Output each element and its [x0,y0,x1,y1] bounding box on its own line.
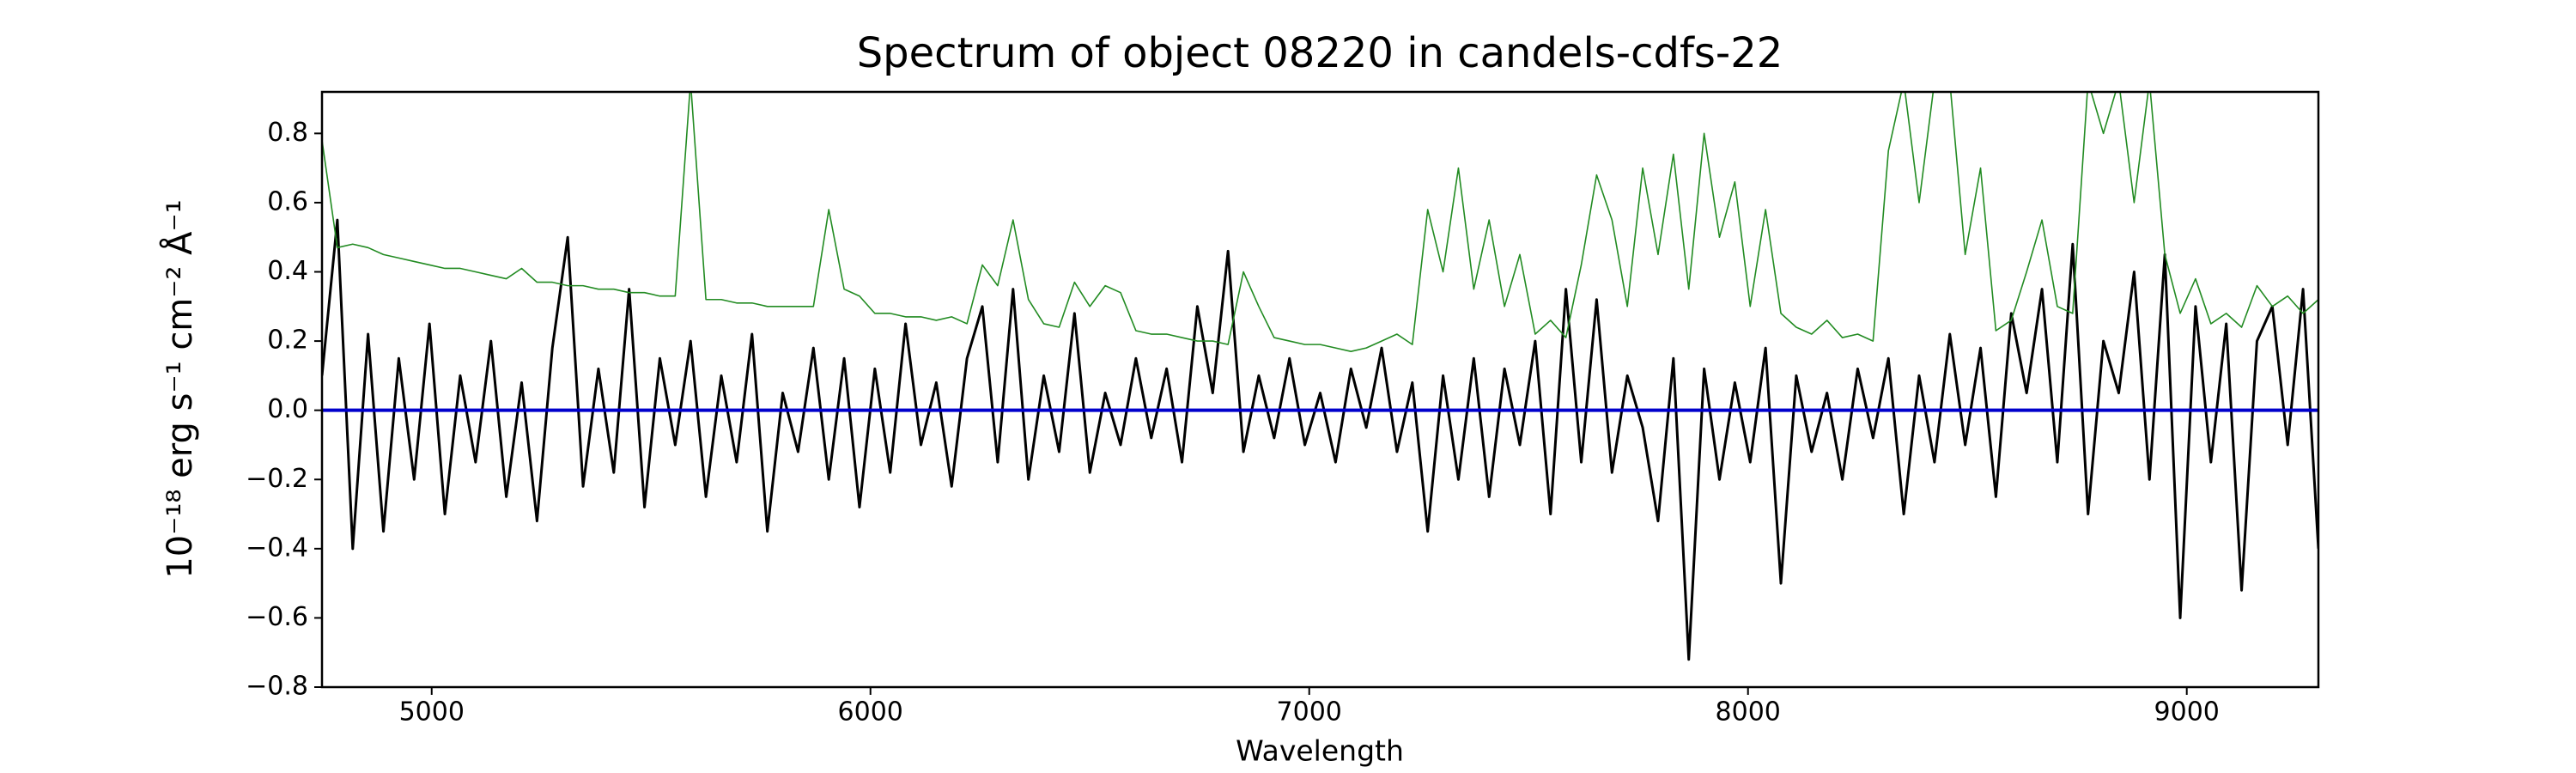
y-tick-label: −0.8 [246,672,308,702]
y-tick-label: −0.6 [246,602,308,632]
plot-frame [320,90,2320,689]
y-tick-label: 0.6 [267,186,308,216]
series-line [322,92,2318,352]
y-axis-label: 10⁻¹⁸ erg s⁻¹ cm⁻² Å⁻¹ [159,199,200,578]
y-tick-label: −0.4 [246,533,308,563]
y-tick-label: −0.2 [246,464,308,494]
y-tick-label: 0.0 [267,394,308,424]
y-tick-label: 0.2 [267,326,308,356]
x-tick-label: 8000 [1716,697,1781,727]
y-tick-label: 0.8 [267,118,308,148]
x-tick-label: 5000 [399,697,465,727]
plot-area [322,92,2318,661]
series-line [322,218,2318,661]
y-tick-label: 0.4 [267,256,308,286]
x-tick-label: 9000 [2154,697,2220,727]
x-tick-label: 6000 [838,697,903,727]
chart-title: Spectrum of object 08220 in candels-cdfs… [857,29,1783,77]
x-axis-label: Wavelength [1236,734,1404,768]
x-tick-label: 7000 [1277,697,1342,727]
